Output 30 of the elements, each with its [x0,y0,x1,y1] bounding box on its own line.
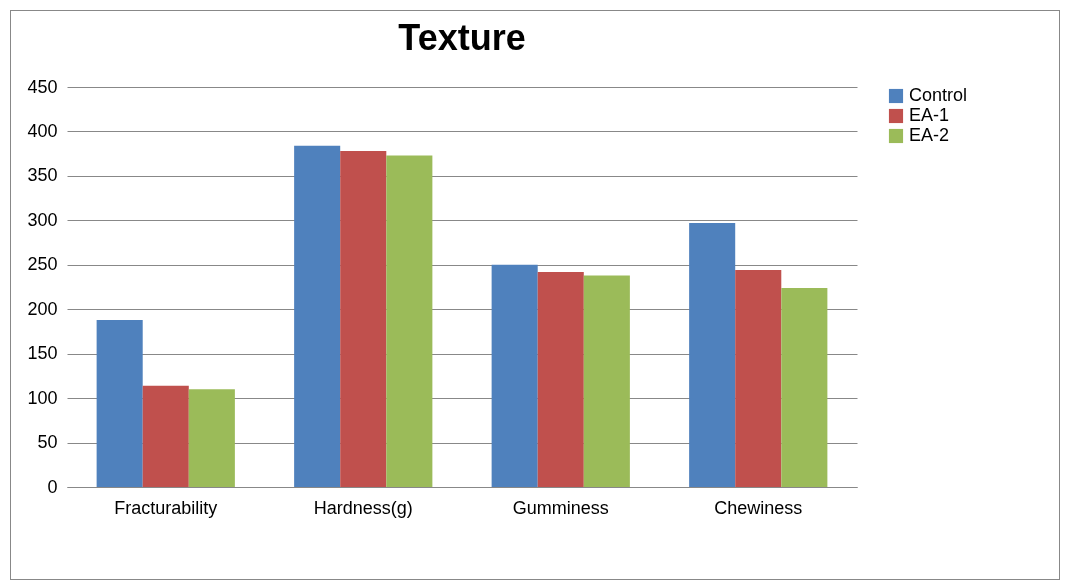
y-tick-label: 200 [27,298,58,319]
legend-label: Control [909,85,968,105]
bar [491,264,538,487]
bar [96,319,143,487]
x-tick-label: Hardness(g) [313,497,413,518]
bar [294,145,341,487]
bar [689,223,736,487]
y-tick-label: 100 [27,387,58,408]
y-tick-label: 400 [27,120,58,141]
x-tick-label: Fracturability [114,497,218,518]
bar [583,275,630,487]
bar [142,385,189,487]
chart-title: Texture [398,17,526,58]
y-tick-label: 350 [27,165,58,186]
y-tick-label: 450 [27,76,58,97]
y-tick-label: 150 [27,343,58,364]
bar [340,151,387,487]
bar [735,270,782,487]
y-tick-label: 250 [27,254,58,275]
y-tick-label: 300 [27,209,58,230]
bar [188,389,235,487]
legend-label: EA-2 [909,125,950,145]
y-tick-label: 0 [47,476,58,497]
bar [386,155,433,487]
x-tick-label: Chewiness [714,497,803,518]
bar [781,287,828,487]
x-tick-label: Gumminess [512,497,609,518]
bar [537,271,584,487]
legend-label: EA-1 [909,105,950,125]
y-tick-label: 50 [37,432,58,453]
